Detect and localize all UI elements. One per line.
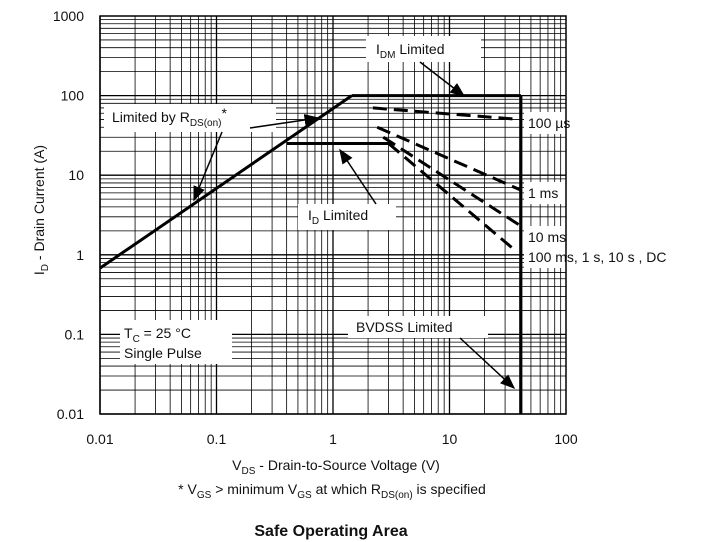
grid [99, 16, 566, 415]
conditions-annotation: TC = 25 °C Single Pulse [120, 320, 232, 364]
bvdss-limited-annotation: BVDSS Limited [348, 316, 488, 338]
rds-arrow-1 [193, 131, 223, 202]
plot-frame [99, 15, 567, 415]
y-tick-label: 0.1 [65, 326, 85, 342]
annotation-arrows [193, 61, 516, 390]
x-axis-label: VDS - Drain-to-Source Voltage (V) [232, 457, 440, 477]
rds-limited-annotation: Limited by RDS(on)* [104, 104, 276, 132]
pulse-curve [372, 106, 522, 122]
svg-text:Limited by RDS(on)*: Limited by RDS(on)* [112, 105, 228, 129]
y-tick-label: 10 [68, 167, 84, 183]
footnote: * VGS > minimum VGS at which RDS(on) is … [178, 481, 486, 501]
x-tick-label: 1 [329, 431, 337, 447]
label-10ms: 10 ms [528, 229, 566, 245]
pulse-curve [387, 142, 514, 250]
y-tick-label: 0.01 [57, 406, 84, 422]
y-tick-label: 1 [76, 247, 84, 263]
svg-text:IDM Limited: IDM Limited [376, 41, 444, 61]
x-tick-label: 100 [554, 431, 578, 447]
svg-text:BVDSS Limited: BVDSS Limited [356, 319, 452, 335]
rds-arrow-2 [249, 114, 320, 129]
idm-arrow [419, 61, 466, 97]
y-tick-label: 100 [61, 88, 85, 104]
y-tick-labels: 0.01 0.1 1 10 100 1000 [53, 8, 84, 422]
x-tick-label: 0.1 [207, 431, 227, 447]
chart-title: Safe Operating Area [254, 523, 407, 540]
bvdss-arrow [459, 337, 516, 390]
x-tick-labels: 0.01 0.1 1 10 100 [86, 431, 578, 447]
pulse-curve [382, 135, 522, 228]
svg-text:ID Limited: ID Limited [308, 207, 368, 227]
svg-text:Single Pulse: Single Pulse [124, 345, 202, 361]
pulse-curve [376, 125, 522, 192]
x-tick-label: 0.01 [86, 431, 113, 447]
label-100us: 100 µs [528, 115, 570, 131]
y-axis-label: ID - Drain Current (A) [31, 145, 51, 275]
idm-limited-annotation: IDM Limited [366, 36, 481, 62]
label-1ms: 1 ms [528, 185, 558, 201]
y-tick-label: 1000 [53, 8, 84, 24]
id-limited-annotation: ID Limited [298, 204, 396, 230]
id-arrow [339, 148, 377, 205]
x-tick-label: 10 [442, 431, 458, 447]
label-dc: 100 ms, 1 s, 10 s , DC [528, 249, 667, 265]
pulse-labels: 100 µs 1 ms 10 ms 100 ms, 1 s, 10 s , DC [524, 112, 708, 268]
svg-text:TC = 25 °C: TC = 25 °C [124, 325, 191, 345]
